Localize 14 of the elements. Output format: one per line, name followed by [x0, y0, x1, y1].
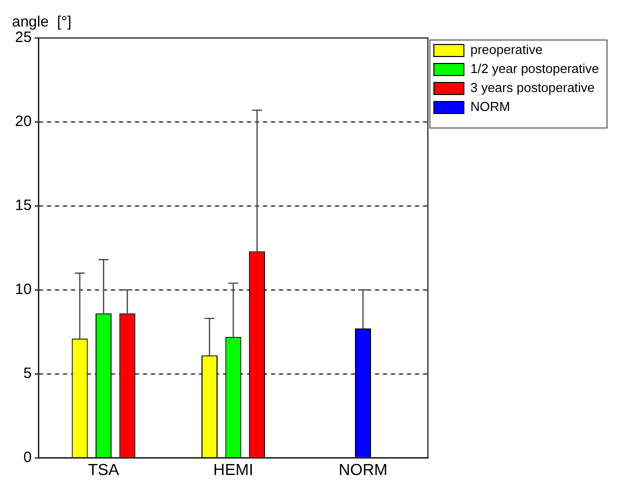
- y-tick-label: 15: [14, 197, 32, 214]
- legend-label: 1/2 year postoperative: [470, 61, 600, 76]
- legend-label: preoperative: [470, 42, 543, 58]
- y-tick-label: 10: [14, 281, 32, 298]
- y-tick-label: 20: [14, 113, 32, 130]
- y-tick-label: 5: [23, 364, 32, 382]
- legend-label: NORM: [470, 99, 510, 114]
- y-axis-title: angle [°]: [12, 14, 72, 31]
- y-tick-label: 25: [14, 29, 32, 46]
- x-tick-label: TSA: [88, 462, 120, 479]
- x-tick-label: NORM: [338, 462, 388, 479]
- y-tick-label: 0: [23, 448, 32, 466]
- x-tick-label: HEMI: [213, 462, 254, 479]
- legend-label: 3 years postoperative: [470, 80, 595, 96]
